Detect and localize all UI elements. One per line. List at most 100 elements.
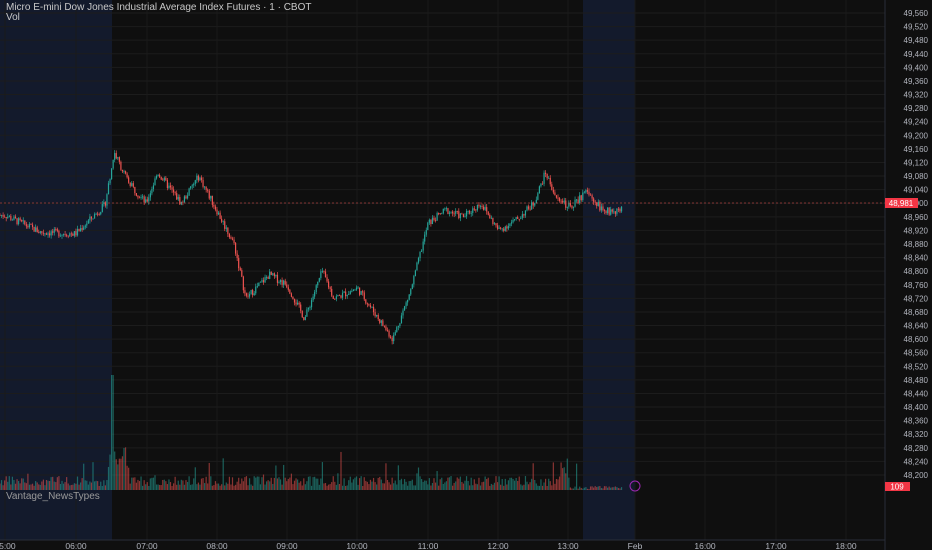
candle-body — [326, 277, 328, 282]
volume-bar — [207, 483, 209, 490]
time-axis[interactable]: 05:00 06:00 07:00 08:00 09:00 10:00 11:00 12:00… — [0, 541, 857, 550]
candle-body — [171, 187, 173, 190]
price-tick-label: 48,200 — [904, 471, 929, 480]
volume-bar — [531, 478, 533, 490]
candle-body — [239, 268, 241, 271]
candle-body — [109, 179, 111, 184]
candle-body — [221, 218, 223, 222]
price-axis[interactable]: 49,560 49,520 49,480 49,440 49,400 49,360 49,3… — [904, 9, 929, 480]
candle-body — [586, 190, 589, 192]
candle-body — [391, 337, 393, 342]
candle-body — [230, 237, 232, 239]
volume-bar — [369, 479, 372, 490]
volume-bar — [264, 484, 266, 490]
candle-body — [207, 189, 209, 191]
time-tick-label: 12:00 — [487, 541, 509, 550]
candle-body — [58, 230, 60, 237]
volume-bar — [89, 481, 91, 490]
candle-body — [576, 199, 578, 201]
volume-bar — [455, 481, 457, 490]
candle-body — [199, 177, 201, 181]
volume-bar — [414, 485, 416, 490]
candle-body — [307, 307, 310, 310]
volume-bar — [376, 484, 378, 490]
volume-bar — [7, 481, 9, 490]
candle-body — [614, 211, 616, 214]
volume-bar — [307, 476, 310, 490]
candle-body — [190, 186, 192, 189]
volume-bar — [146, 482, 148, 490]
volume-bar — [169, 482, 172, 490]
candle-body — [104, 202, 106, 206]
volume-bar — [459, 476, 461, 490]
candle-body — [31, 224, 34, 227]
candle-body — [501, 228, 503, 230]
volume-bar — [55, 482, 57, 490]
candle-body — [16, 218, 18, 224]
candle-body — [565, 200, 567, 208]
volume-bar — [515, 477, 517, 490]
candle-body — [149, 193, 151, 198]
candle-body — [73, 231, 75, 236]
volume-bar — [230, 484, 232, 490]
candle-body — [290, 293, 292, 297]
candle-body — [574, 199, 576, 207]
candle-body — [523, 214, 525, 216]
volume-bar — [562, 468, 564, 490]
candle-body — [123, 171, 125, 173]
volume-bar — [472, 485, 474, 490]
symbol-title[interactable]: Micro E-mini Dow Jones Industrial Averag… — [6, 2, 312, 13]
volume-bar — [476, 484, 478, 490]
candle-body — [287, 287, 289, 290]
volume-bar — [563, 467, 565, 490]
candle-body — [596, 202, 598, 206]
volume-bar — [306, 481, 308, 490]
price-tick-label: 48,360 — [904, 417, 929, 426]
volume-bar — [44, 485, 46, 490]
volume-bar — [467, 480, 469, 490]
volume-bar — [416, 473, 418, 490]
volume-bar — [576, 463, 578, 490]
volume-bar — [359, 478, 361, 490]
volume-bar — [417, 467, 420, 490]
candle-body — [462, 214, 465, 218]
volume-bar — [160, 485, 162, 490]
volume-bar — [137, 479, 139, 490]
volume-bar — [11, 476, 13, 490]
volume-bar — [179, 484, 181, 490]
volume-bar — [403, 479, 406, 490]
candle-body — [348, 294, 350, 296]
volume-bar — [323, 483, 325, 490]
candle-body — [444, 208, 446, 210]
candle-body — [549, 177, 551, 185]
volume-bar — [41, 481, 43, 490]
volume-bar — [424, 480, 426, 490]
candle-body — [577, 199, 579, 203]
candle-body — [312, 296, 314, 301]
volume-bar — [534, 479, 536, 490]
volume-bar — [518, 476, 520, 490]
time-tick-label: 10:00 — [346, 541, 368, 550]
candle-body — [368, 304, 370, 306]
candle-body — [59, 235, 62, 237]
candle-body — [244, 290, 246, 294]
candle-body — [602, 206, 604, 211]
volume-bar — [444, 482, 446, 490]
candle-body — [143, 196, 145, 203]
candle-body — [551, 184, 553, 190]
candle-body — [379, 319, 381, 323]
candle-body — [245, 293, 248, 296]
news-event-icon[interactable] — [629, 480, 641, 492]
price-tick-label: 49,160 — [904, 145, 929, 154]
candle-body — [416, 262, 418, 271]
candle-body — [107, 183, 110, 195]
indicator-label[interactable]: Vantage_NewsTypes — [6, 491, 100, 502]
candle-body — [310, 300, 313, 308]
candle-body — [571, 205, 573, 208]
volume-bar — [579, 486, 581, 490]
volume-legend-label[interactable]: Vol — [6, 12, 20, 23]
volume-bar — [248, 478, 251, 490]
volume-bar — [281, 484, 283, 490]
time-tick-label: 05:00 — [0, 541, 16, 550]
